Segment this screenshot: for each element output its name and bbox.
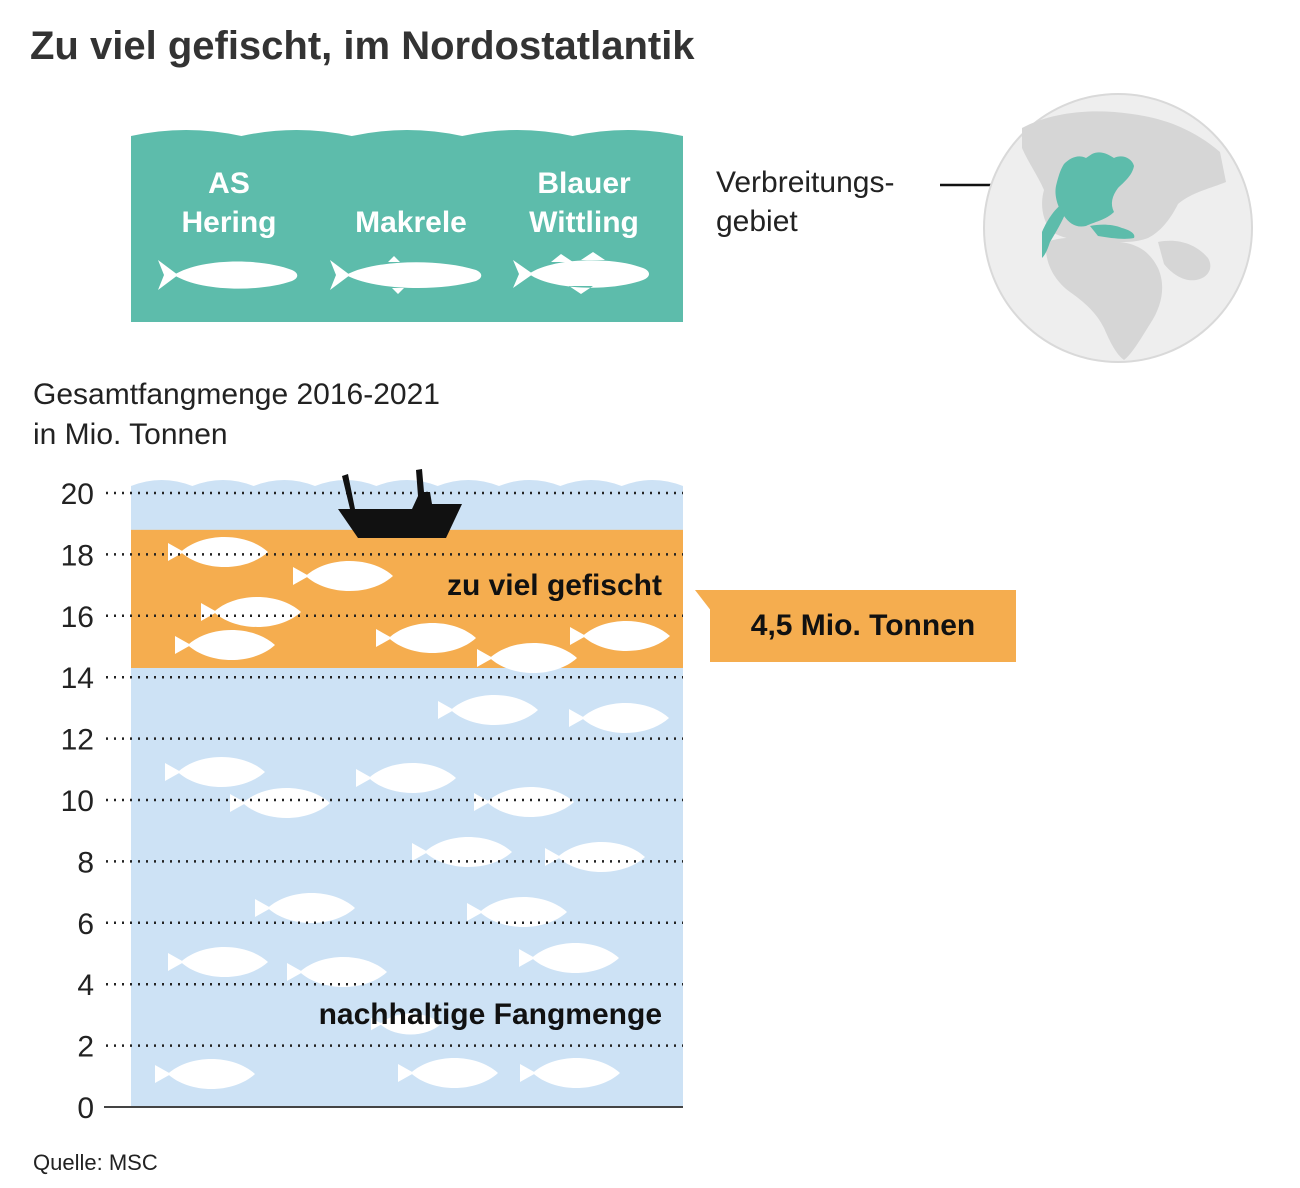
fish-icon bbox=[371, 1013, 441, 1035]
fish-icon bbox=[519, 943, 619, 973]
species-label-mackerel: Makrele bbox=[326, 203, 496, 242]
range-label-line: Verbreitungs- bbox=[716, 166, 895, 199]
fish-icon bbox=[175, 630, 275, 660]
y-tick-label: 0 bbox=[77, 1092, 94, 1125]
blue-whiting-icon bbox=[513, 252, 649, 294]
fish-layer bbox=[155, 537, 670, 1089]
species-label-line: AS bbox=[208, 167, 250, 200]
y-tick-label: 18 bbox=[61, 539, 94, 572]
grid-layer bbox=[106, 491, 683, 1047]
y-tick-label: 2 bbox=[77, 1031, 94, 1064]
y-tick-label: 16 bbox=[61, 601, 94, 634]
fish-icon bbox=[545, 842, 645, 872]
fish-icon bbox=[287, 957, 387, 987]
fishing-boat-icon bbox=[338, 469, 462, 538]
y-axis-title-line: Gesamtfangmenge 2016-2021 bbox=[33, 378, 440, 411]
species-panel: AS Hering Makrele Blauer Wittling bbox=[131, 122, 683, 322]
fish-icon bbox=[438, 695, 538, 725]
y-tick-label: 4 bbox=[77, 969, 94, 1002]
fish-icon bbox=[467, 897, 567, 927]
fish-icon bbox=[165, 757, 265, 787]
fish-icon bbox=[230, 788, 330, 818]
fish-icon bbox=[201, 597, 301, 627]
y-tick-label: 20 bbox=[61, 478, 94, 511]
y-tick-label: 6 bbox=[77, 908, 94, 941]
species-label-line: Wittling bbox=[529, 206, 639, 239]
globe-icon bbox=[983, 93, 1253, 363]
species-label-blue-whiting: Blauer Wittling bbox=[509, 164, 659, 242]
overfished-label: zu viel gefischt bbox=[447, 569, 662, 602]
mackerel-icon bbox=[330, 256, 482, 294]
fish-icon bbox=[398, 1058, 498, 1088]
fish-icon bbox=[569, 703, 669, 733]
range-label-line: gebiet bbox=[716, 205, 798, 238]
fish-icon bbox=[570, 621, 670, 651]
fish-icon bbox=[168, 537, 268, 567]
fish-icon bbox=[168, 947, 268, 977]
fish-icon bbox=[474, 787, 574, 817]
sustainable-label: nachhaltige Fangmenge bbox=[319, 998, 662, 1031]
species-label-line: Blauer bbox=[537, 167, 631, 200]
fish-icon bbox=[255, 893, 355, 923]
callout-notch bbox=[695, 590, 712, 612]
fish-icon bbox=[412, 837, 512, 867]
y-tick-label: 10 bbox=[61, 785, 94, 818]
fish-icon bbox=[477, 643, 577, 673]
range-label: Verbreitungs- gebiet bbox=[716, 163, 894, 241]
y-tick-label: 12 bbox=[61, 724, 94, 757]
y-tick-label: 8 bbox=[77, 846, 94, 879]
tick-layer: 0 2 4 6 8 10 12 14 16 18 20 bbox=[61, 478, 94, 1125]
y-axis-title-line: in Mio. Tonnen bbox=[33, 418, 228, 451]
species-label-herring: AS Hering bbox=[159, 164, 299, 242]
y-axis-title: Gesamtfangmenge 2016-2021 in Mio. Tonnen bbox=[33, 375, 440, 455]
overfished-callout: 4,5 Mio. Tonnen bbox=[710, 590, 1016, 662]
fish-icon bbox=[155, 1059, 255, 1089]
source-note: Quelle: MSC bbox=[33, 1150, 158, 1175]
page-title: Zu viel gefischt, im Nordostatlantik bbox=[30, 24, 695, 68]
species-label-line: Makrele bbox=[355, 206, 467, 239]
species-label-line: Hering bbox=[181, 206, 277, 239]
fish-icon bbox=[356, 763, 456, 793]
fish-icon bbox=[293, 561, 393, 591]
herring-icon bbox=[158, 260, 298, 290]
fish-icon bbox=[520, 1058, 620, 1088]
y-tick-label: 14 bbox=[61, 662, 94, 695]
fish-icon bbox=[376, 623, 476, 653]
overfished-value: 4,5 Mio. Tonnen bbox=[750, 609, 976, 642]
